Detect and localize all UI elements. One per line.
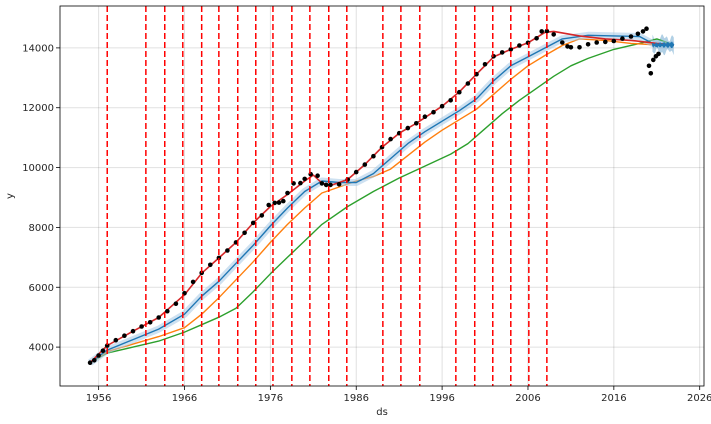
data-point: [208, 262, 213, 268]
forecast-line: [651, 41, 675, 49]
data-point: [100, 348, 106, 354]
data-point: [491, 54, 496, 59]
data-point: [544, 28, 550, 34]
x-tick-label: 1956: [86, 393, 111, 404]
data-point: [276, 200, 282, 205]
data-point: [165, 308, 170, 314]
y-axis-title: y: [5, 193, 16, 199]
data-point: [594, 40, 599, 45]
data-point: [414, 121, 419, 126]
data-point: [266, 202, 272, 208]
data-point: [225, 248, 230, 253]
y-tick-label: 12000: [22, 103, 54, 114]
data-point: [603, 39, 608, 45]
data-point: [104, 343, 110, 348]
data-point: [96, 353, 101, 358]
y-tick-label: 8000: [29, 223, 54, 234]
data-point: [517, 43, 522, 48]
y-tick-label: 10000: [22, 163, 54, 174]
data-point: [308, 171, 314, 177]
data-point: [651, 57, 656, 63]
data-point: [405, 125, 411, 131]
x-tick-label: 2016: [601, 393, 626, 404]
actual-points: [87, 26, 661, 366]
data-point: [656, 51, 661, 57]
data-point: [577, 45, 582, 50]
x-tick-label: 1976: [258, 393, 283, 404]
data-point: [242, 230, 247, 236]
data-point: [173, 301, 179, 307]
data-point: [362, 162, 368, 167]
data-point: [431, 109, 436, 115]
data-point: [139, 324, 144, 329]
data-point: [648, 71, 654, 76]
y-tick-label: 4000: [29, 343, 54, 354]
data-point: [457, 89, 462, 95]
data-point: [323, 182, 329, 188]
data-point: [499, 50, 505, 55]
data-point: [525, 40, 531, 46]
data-point: [371, 153, 376, 159]
data-point: [465, 81, 471, 86]
data-point: [250, 220, 256, 226]
data-point: [319, 181, 325, 186]
y-tick-label: 14000: [22, 43, 54, 54]
data-point: [508, 47, 514, 52]
data-point: [388, 136, 393, 142]
data-point: [640, 29, 646, 34]
data-point: [216, 255, 222, 261]
data-point: [285, 190, 290, 196]
data-point: [298, 180, 303, 186]
data-point: [92, 358, 97, 363]
series-line: [89, 38, 674, 364]
x-tick-label: 2026: [687, 393, 711, 404]
data-point: [539, 29, 544, 34]
data-point: [259, 213, 265, 218]
y-tick-label: 6000: [29, 283, 54, 294]
data-point: [620, 36, 625, 41]
changepoints: [106, 6, 548, 386]
data-point: [482, 62, 488, 67]
data-point: [315, 173, 320, 178]
data-point: [551, 32, 556, 37]
series-line: [89, 34, 674, 364]
data-point: [422, 114, 428, 119]
data-point: [644, 26, 649, 32]
data-point: [302, 176, 308, 182]
plot-frame: [59, 5, 705, 387]
data-point: [646, 63, 652, 69]
x-axis-title: ds: [376, 407, 388, 418]
data-point: [439, 103, 445, 109]
grid-lines: [60, 6, 704, 386]
data-point: [122, 333, 127, 339]
data-point: [379, 144, 385, 150]
x-tick-label: 2006: [515, 393, 540, 404]
data-point: [113, 337, 119, 343]
data-point: [87, 360, 93, 366]
data-point: [585, 42, 591, 47]
data-point: [560, 40, 565, 45]
data-point: [353, 169, 359, 175]
series-line: [89, 38, 675, 364]
data-point: [147, 320, 153, 325]
data-point: [448, 98, 454, 103]
x-tick-label: 1966: [172, 393, 197, 404]
data-point: [635, 31, 641, 37]
data-point: [190, 279, 196, 285]
data-point: [534, 36, 539, 41]
data-point: [130, 328, 136, 334]
data-point: [336, 182, 342, 187]
x-tick-label: 1986: [344, 393, 369, 404]
data-point: [156, 315, 161, 320]
data-point: [281, 198, 286, 204]
data-point: [628, 34, 634, 39]
data-point: [611, 38, 617, 44]
x-tick-label: 1996: [429, 393, 454, 404]
data-point: [568, 45, 574, 50]
